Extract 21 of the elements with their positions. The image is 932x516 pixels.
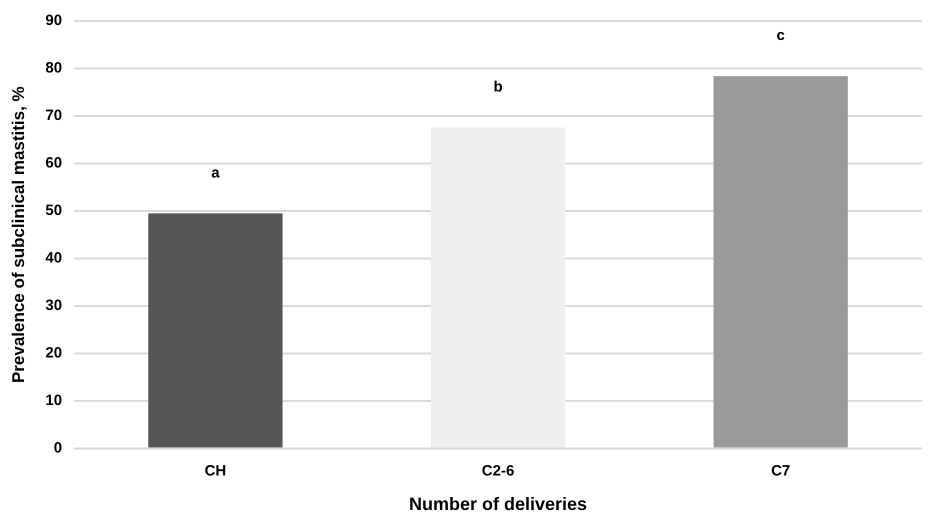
y-tick-label: 0 [54,440,62,457]
bar [430,127,566,448]
y-tick-label: 90 [45,12,62,30]
annotation: a [211,164,220,182]
y-tick-label: 40 [45,250,62,267]
annotation: b [493,78,503,96]
y-tick-label: 70 [45,107,62,124]
bar [148,213,283,448]
x-axis-title: Number of deliveries [409,494,588,514]
y-tick-label: 60 [45,154,62,172]
y-tick-label: 10 [45,392,62,410]
y-tick-label: 80 [45,60,62,77]
y-tick-label: 20 [45,344,62,362]
x-tick-label: C7 [771,462,790,480]
y-axis-title: Prevalence of subclinical mastitis, % [8,86,28,384]
x-tick-label: C2-6 [482,462,514,480]
annotation: c [776,27,785,44]
y-tick-label: 50 [45,202,62,220]
bar [714,76,848,448]
y-tick-label: 30 [45,297,62,314]
x-tick-label: CH [204,462,226,480]
